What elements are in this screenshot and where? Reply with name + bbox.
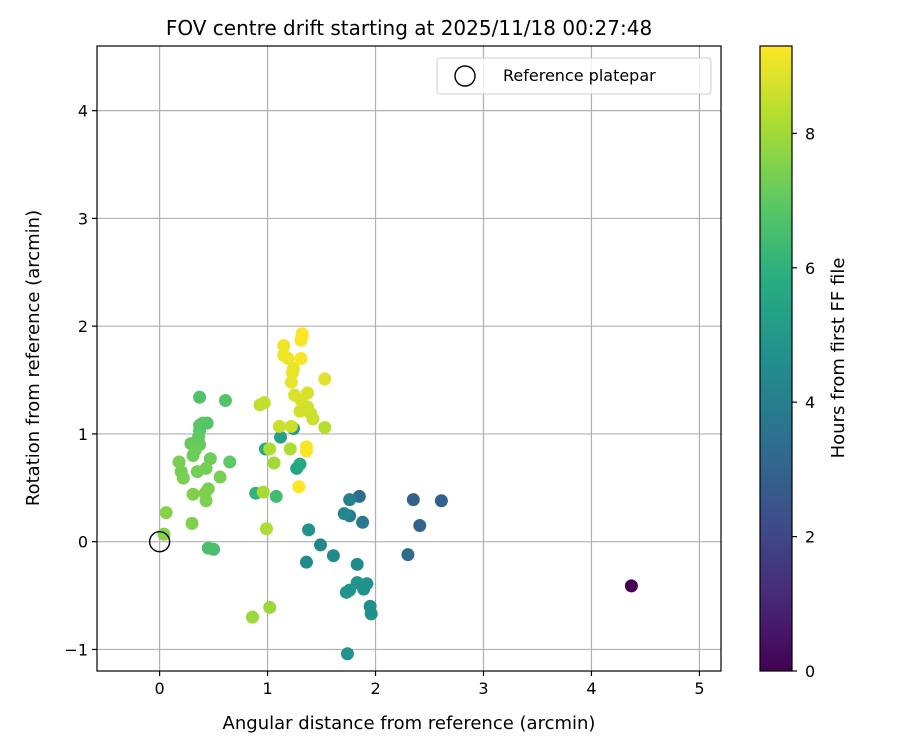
data-point [326, 549, 340, 563]
data-point [269, 489, 283, 503]
data-point [413, 519, 427, 533]
plot-frame [96, 45, 722, 672]
legend-reference-marker [454, 65, 476, 87]
data-point [284, 375, 298, 389]
colorbar-tick-label: 4 [805, 393, 815, 412]
x-tick-label: 1 [262, 679, 272, 698]
data-point [294, 352, 308, 365]
data-point [340, 647, 354, 661]
colorbar-gradient [759, 45, 793, 672]
reference-marker-layer [148, 530, 171, 553]
data-point [434, 494, 448, 508]
data-point [256, 485, 270, 499]
data-point [293, 457, 307, 471]
data-point [299, 555, 313, 569]
data-point [159, 506, 173, 520]
legend-label: Reference platepar [503, 66, 656, 85]
data-point [207, 542, 221, 556]
data-point [343, 493, 357, 507]
colorbar-label: Hours from first FF file [828, 258, 849, 459]
x-tick-label: 2 [370, 679, 380, 698]
data-point [213, 470, 227, 484]
colorbar-tick-label: 2 [805, 528, 815, 547]
data-point [263, 600, 277, 614]
data-point [292, 480, 306, 494]
data-point [185, 516, 199, 530]
data-point [624, 579, 638, 593]
data-point [245, 610, 259, 624]
data-point [274, 430, 288, 444]
colorbar-tick-label: 8 [805, 124, 815, 143]
reference-platepar-marker [148, 530, 171, 553]
data-point [267, 456, 281, 470]
data-point [318, 420, 332, 434]
data-point [203, 452, 217, 466]
x-axis-label: Angular distance from reference (arcmin) [223, 713, 596, 734]
data-point [218, 394, 232, 408]
x-tick-label: 4 [586, 679, 596, 698]
data-point [157, 527, 171, 541]
data-point [313, 538, 327, 552]
grid [97, 46, 721, 671]
y-tick-label: 3 [78, 209, 88, 228]
data-point [223, 455, 237, 469]
data-point [294, 394, 308, 408]
x-axis-ticks: 0 1 2 3 4 5 [155, 671, 705, 698]
data-point [286, 361, 300, 375]
data-point [186, 487, 200, 501]
data-point [350, 557, 364, 571]
data-point [283, 442, 297, 456]
colorbar: 0 2 4 6 8 Hours from first FF file [759, 45, 849, 681]
y-tick-label: 1 [78, 425, 88, 444]
data-point [277, 339, 291, 353]
y-tick-label: 0 [78, 533, 88, 552]
data-point [295, 327, 309, 341]
data-point [199, 494, 213, 508]
data-point [337, 507, 351, 521]
data-point [339, 585, 353, 599]
data-point [259, 522, 273, 536]
data-point [299, 440, 313, 454]
x-tick-label: 3 [478, 679, 488, 698]
data-point [406, 493, 420, 507]
data-point [364, 607, 378, 621]
data-point [272, 419, 286, 433]
data-point [302, 523, 316, 537]
data-point [277, 348, 291, 362]
data-point [172, 455, 186, 469]
data-point [356, 515, 370, 529]
data-point [263, 442, 277, 456]
colorbar-tick-label: 6 [805, 259, 815, 278]
colorbar-tick-label: 0 [805, 662, 815, 681]
data-points [157, 327, 638, 661]
data-point [318, 372, 332, 386]
chart-title: FOV centre drift starting at 2025/11/18 … [166, 16, 652, 40]
x-tick-label: 5 [694, 679, 704, 698]
data-point [176, 471, 190, 485]
legend: Reference platepar [436, 57, 712, 95]
data-point [284, 419, 298, 433]
data-point [193, 390, 207, 404]
data-point [401, 548, 415, 562]
legend-box [436, 57, 712, 95]
y-axis-ticks: −1 0 1 2 3 4 [64, 102, 97, 659]
y-axis-label: Rotation from reference (arcmin) [23, 210, 44, 506]
data-point [190, 465, 204, 479]
y-tick-label: −1 [64, 640, 88, 659]
y-tick-label: 2 [78, 317, 88, 336]
x-tick-label: 0 [155, 679, 165, 698]
y-tick-label: 4 [78, 102, 88, 121]
data-point [188, 443, 202, 457]
colorbar-ticks: 0 2 4 6 8 [792, 124, 815, 681]
data-point [257, 396, 271, 410]
